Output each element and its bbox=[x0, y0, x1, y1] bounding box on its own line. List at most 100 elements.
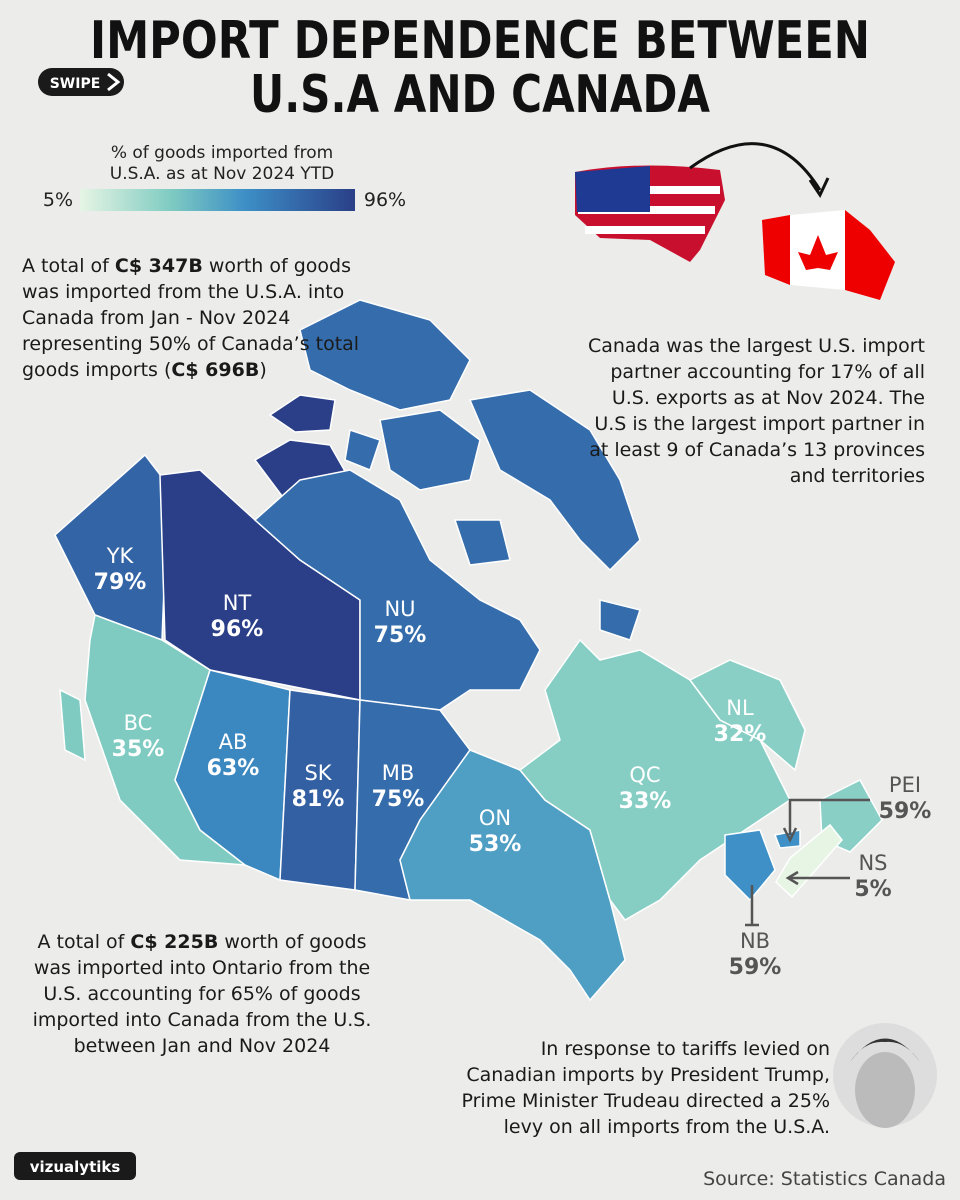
province bbox=[468, 389, 641, 572]
province bbox=[688, 659, 806, 772]
province-value: 53% bbox=[469, 832, 522, 857]
province-code: MB bbox=[382, 761, 415, 785]
note-text: U.S is the largest import partner in bbox=[594, 413, 925, 435]
note-text: ) bbox=[259, 359, 266, 381]
note-line: between Jan and Nov 2024 bbox=[74, 1035, 331, 1057]
legend-title: % of goods imported from bbox=[111, 143, 333, 163]
note-text: worth of goods bbox=[218, 931, 366, 953]
callout-head bbox=[785, 870, 799, 886]
province-value: 5% bbox=[854, 877, 891, 902]
province-value: 59% bbox=[879, 799, 932, 824]
province bbox=[253, 469, 541, 711]
note-text: U.S. accounting for 65% of goods bbox=[43, 983, 360, 1005]
callout bbox=[788, 798, 870, 835]
swipe-label[interactable]: SWIPE bbox=[50, 76, 101, 92]
swipe-badge[interactable]: SWIPE bbox=[38, 68, 124, 96]
province-code: NS bbox=[858, 851, 887, 875]
note-line: and territories bbox=[790, 465, 925, 487]
province-code: QC bbox=[629, 763, 660, 787]
note-line: Canada from Jan - Nov 2024 bbox=[22, 307, 290, 329]
note-line: representing 50% of Canada’s total bbox=[22, 333, 359, 355]
note-line: Prime Minister Trudeau directed a 25% bbox=[462, 1090, 831, 1112]
note-line: Canadian imports by President Trump, bbox=[466, 1064, 830, 1086]
swipe-pill[interactable] bbox=[38, 68, 124, 96]
note-line: goods imports (C$ 696B) bbox=[22, 359, 267, 381]
note-text: goods imports ( bbox=[22, 359, 171, 381]
note-line: A total of C$ 347B worth of goods bbox=[22, 255, 351, 277]
province-code: PEI bbox=[889, 773, 921, 797]
callout-head bbox=[782, 827, 798, 843]
province-code: NU bbox=[384, 597, 415, 621]
note-text: levy on all imports from the U.S.A. bbox=[504, 1116, 830, 1138]
province-value: 32% bbox=[714, 722, 767, 747]
note-text: between Jan and Nov 2024 bbox=[74, 1035, 331, 1057]
province-code: NL bbox=[726, 696, 754, 720]
canada-flag bbox=[762, 210, 895, 300]
note-text: worth of goods bbox=[203, 255, 351, 277]
province bbox=[344, 429, 381, 471]
province-value: 63% bbox=[207, 756, 260, 781]
province-value: 75% bbox=[374, 623, 427, 648]
note-line: was imported into Ontario from the bbox=[34, 957, 370, 979]
source: Source: Statistics Canada bbox=[703, 1168, 946, 1190]
note-text: and territories bbox=[790, 465, 925, 487]
note-text: A total of bbox=[38, 931, 131, 953]
province bbox=[59, 688, 86, 762]
note-text: was imported into Ontario from the bbox=[34, 957, 370, 979]
province-value: 35% bbox=[112, 737, 165, 762]
province-code: NB bbox=[740, 929, 770, 953]
province bbox=[453, 519, 511, 566]
note-line: Canada was the largest U.S. import bbox=[588, 335, 925, 357]
note-line: In response to tariffs levied on bbox=[541, 1038, 830, 1060]
note-line: U.S. accounting for 65% of goods bbox=[43, 983, 360, 1005]
note-text: partner accounting for 17% of all bbox=[610, 361, 925, 383]
province bbox=[379, 409, 481, 491]
province-code: BC bbox=[124, 711, 153, 735]
note-text: C$ 696B bbox=[171, 359, 259, 381]
note-line: levy on all imports from the U.S.A. bbox=[504, 1116, 830, 1138]
province-code: ON bbox=[479, 806, 511, 830]
note-text: Canadian imports by President Trump, bbox=[466, 1064, 830, 1086]
legend-max: 96% bbox=[364, 189, 406, 211]
arrow-head bbox=[808, 177, 830, 199]
province-value: 96% bbox=[211, 617, 264, 642]
province-value: 81% bbox=[292, 787, 345, 812]
province-value: 33% bbox=[619, 789, 672, 814]
note-text: Canada was the largest U.S. import bbox=[588, 335, 925, 357]
province-value: 75% bbox=[372, 787, 425, 812]
title: U.S.A AND CANADA bbox=[250, 65, 710, 125]
province-code: NT bbox=[223, 591, 252, 615]
province bbox=[299, 299, 471, 411]
note-text: imported into Canada from the U.S. bbox=[33, 1009, 372, 1031]
province-code: YK bbox=[106, 544, 135, 568]
note-line: imported into Canada from the U.S. bbox=[33, 1009, 372, 1031]
note-text: representing 50% of Canada’s total bbox=[22, 333, 359, 355]
note-line: U.S. exports as at Nov 2024. The bbox=[612, 387, 925, 409]
swipe-arrow bbox=[107, 72, 121, 92]
province-value: 79% bbox=[94, 570, 147, 595]
map bbox=[54, 299, 883, 1002]
legend-gradient bbox=[80, 189, 355, 211]
note-text: C$ 225B bbox=[130, 931, 218, 953]
province-code: SK bbox=[304, 761, 332, 785]
province bbox=[268, 394, 336, 433]
legend-title: U.S.A. as at Nov 2024 YTD bbox=[110, 164, 334, 184]
note-line: was imported from the U.S.A. into bbox=[22, 281, 344, 303]
note-text: was imported from the U.S.A. into bbox=[22, 281, 344, 303]
arrow bbox=[689, 142, 822, 191]
note-text: U.S. exports as at Nov 2024. The bbox=[612, 387, 925, 409]
note-text: In response to tariffs levied on bbox=[541, 1038, 830, 1060]
callout bbox=[745, 885, 759, 927]
province bbox=[724, 829, 776, 902]
title: IMPORT DEPENDENCE BETWEEN bbox=[90, 11, 870, 71]
province-value: 59% bbox=[729, 955, 782, 980]
province-code: AB bbox=[219, 730, 248, 754]
note-line: partner accounting for 17% of all bbox=[610, 361, 925, 383]
note-text: Prime Minister Trudeau directed a 25% bbox=[462, 1090, 831, 1112]
legend-min: 5% bbox=[43, 189, 73, 211]
note-text: at least 9 of Canada’s 13 provinces bbox=[589, 439, 925, 461]
note-text: A total of bbox=[22, 255, 115, 277]
brand: vizualytiks bbox=[30, 1158, 121, 1176]
note-text: Canada from Jan - Nov 2024 bbox=[22, 307, 290, 329]
